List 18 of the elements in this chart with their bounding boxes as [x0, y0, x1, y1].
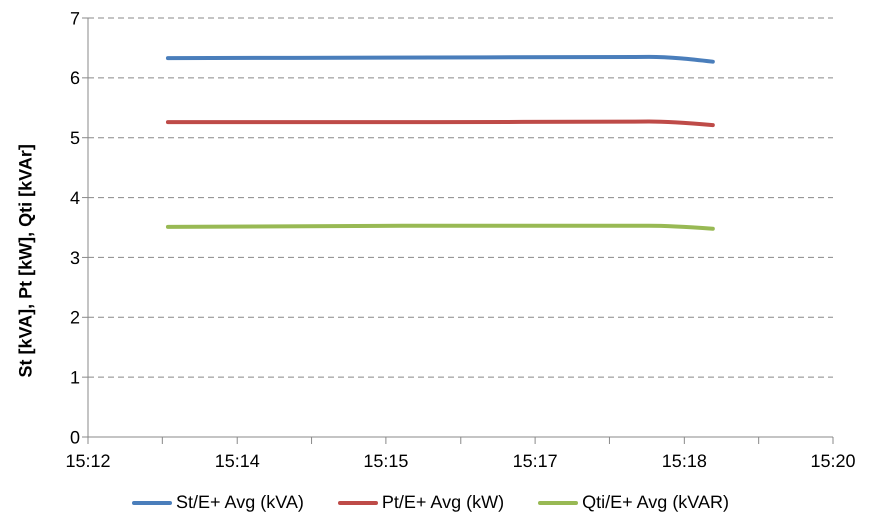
y-tick-label: 5 [70, 128, 80, 148]
y-tick-label: 3 [70, 248, 80, 268]
x-tick-label: 15:18 [662, 450, 707, 471]
y-tick-label: 7 [70, 8, 80, 28]
y-tick-label: 4 [70, 188, 80, 208]
y-tick-label: 2 [70, 308, 80, 328]
y-tick-label: 6 [70, 68, 80, 88]
x-tick-label: 15:20 [810, 450, 856, 471]
x-tick-label: 15:15 [363, 450, 408, 471]
legend-label: Pt/E+ Avg (kW) [382, 492, 504, 513]
x-tick-label: 15:17 [512, 450, 558, 471]
x-tick-label: 15:12 [65, 450, 111, 471]
legend-label: Qti/E+ Avg (kVAR) [582, 492, 729, 513]
x-tick-label: 15:14 [214, 450, 260, 471]
y-tick-label: 1 [70, 368, 80, 388]
y-tick-label: 0 [70, 427, 80, 448]
legend-label: St/E+ Avg (kVA) [176, 492, 304, 513]
y-axis-title: St [kVA], Pt [kW], Qti [kVAr] [15, 144, 36, 378]
